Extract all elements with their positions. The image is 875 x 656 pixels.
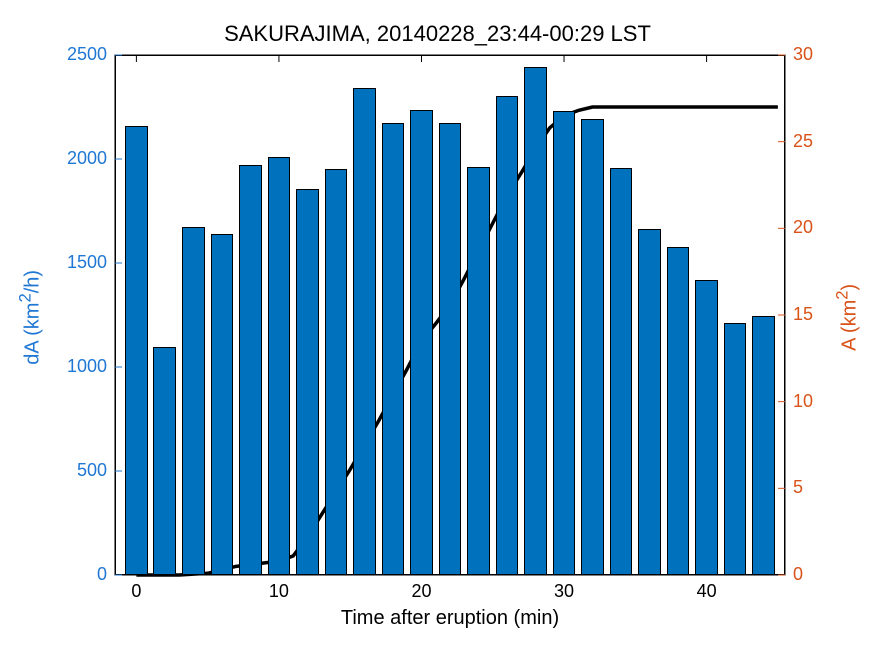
- data-bar: [439, 123, 462, 575]
- y-left-tick-label: 1500: [67, 252, 107, 273]
- data-bar: [610, 168, 633, 575]
- data-bar: [353, 88, 376, 575]
- y-left-tick-label: 0: [97, 564, 107, 585]
- x-tick-label: 30: [544, 581, 584, 602]
- y-right-tick-label: 30: [793, 44, 813, 65]
- x-tick-label: 0: [116, 581, 156, 602]
- data-bar: [695, 280, 718, 575]
- data-bar: [410, 110, 433, 575]
- y-axis-left-label: dA (km2/h): [16, 257, 45, 377]
- data-bar: [153, 347, 176, 575]
- data-bar: [296, 189, 319, 575]
- data-bar: [382, 123, 405, 575]
- data-bar: [182, 227, 205, 575]
- data-bar: [581, 119, 604, 575]
- data-bar: [125, 126, 148, 575]
- data-bar: [467, 167, 490, 575]
- y-left-tick-label: 500: [77, 460, 107, 481]
- data-bar: [239, 165, 262, 575]
- data-bar: [211, 234, 234, 575]
- data-bar: [724, 323, 747, 575]
- data-bar: [325, 169, 348, 575]
- data-bar: [553, 111, 576, 575]
- data-bar: [638, 229, 661, 575]
- data-bar: [667, 247, 690, 575]
- data-bar: [496, 96, 519, 575]
- y-axis-right-label: A (km2): [833, 257, 862, 377]
- data-bar: [524, 67, 547, 575]
- y-right-tick-label: 0: [793, 564, 803, 585]
- x-tick-label: 20: [401, 581, 441, 602]
- chart-title: SAKURAJIMA, 20140228_23:44-00:29 LST: [0, 21, 875, 47]
- data-bar: [752, 316, 775, 575]
- x-tick-label: 10: [259, 581, 299, 602]
- y-left-tick-label: 1000: [67, 356, 107, 377]
- y-right-tick-label: 15: [793, 304, 813, 325]
- data-bar: [268, 157, 291, 575]
- y-left-tick-label: 2000: [67, 148, 107, 169]
- y-right-tick-label: 25: [793, 131, 813, 152]
- y-right-tick-label: 20: [793, 217, 813, 238]
- x-tick-label: 40: [687, 581, 727, 602]
- y-right-tick-label: 10: [793, 391, 813, 412]
- x-axis-label: Time after eruption (min): [115, 607, 785, 630]
- y-right-tick-label: 5: [793, 477, 803, 498]
- chart-container: SAKURAJIMA, 20140228_23:44-00:29 LST dA …: [0, 0, 875, 656]
- y-left-tick-label: 2500: [67, 44, 107, 65]
